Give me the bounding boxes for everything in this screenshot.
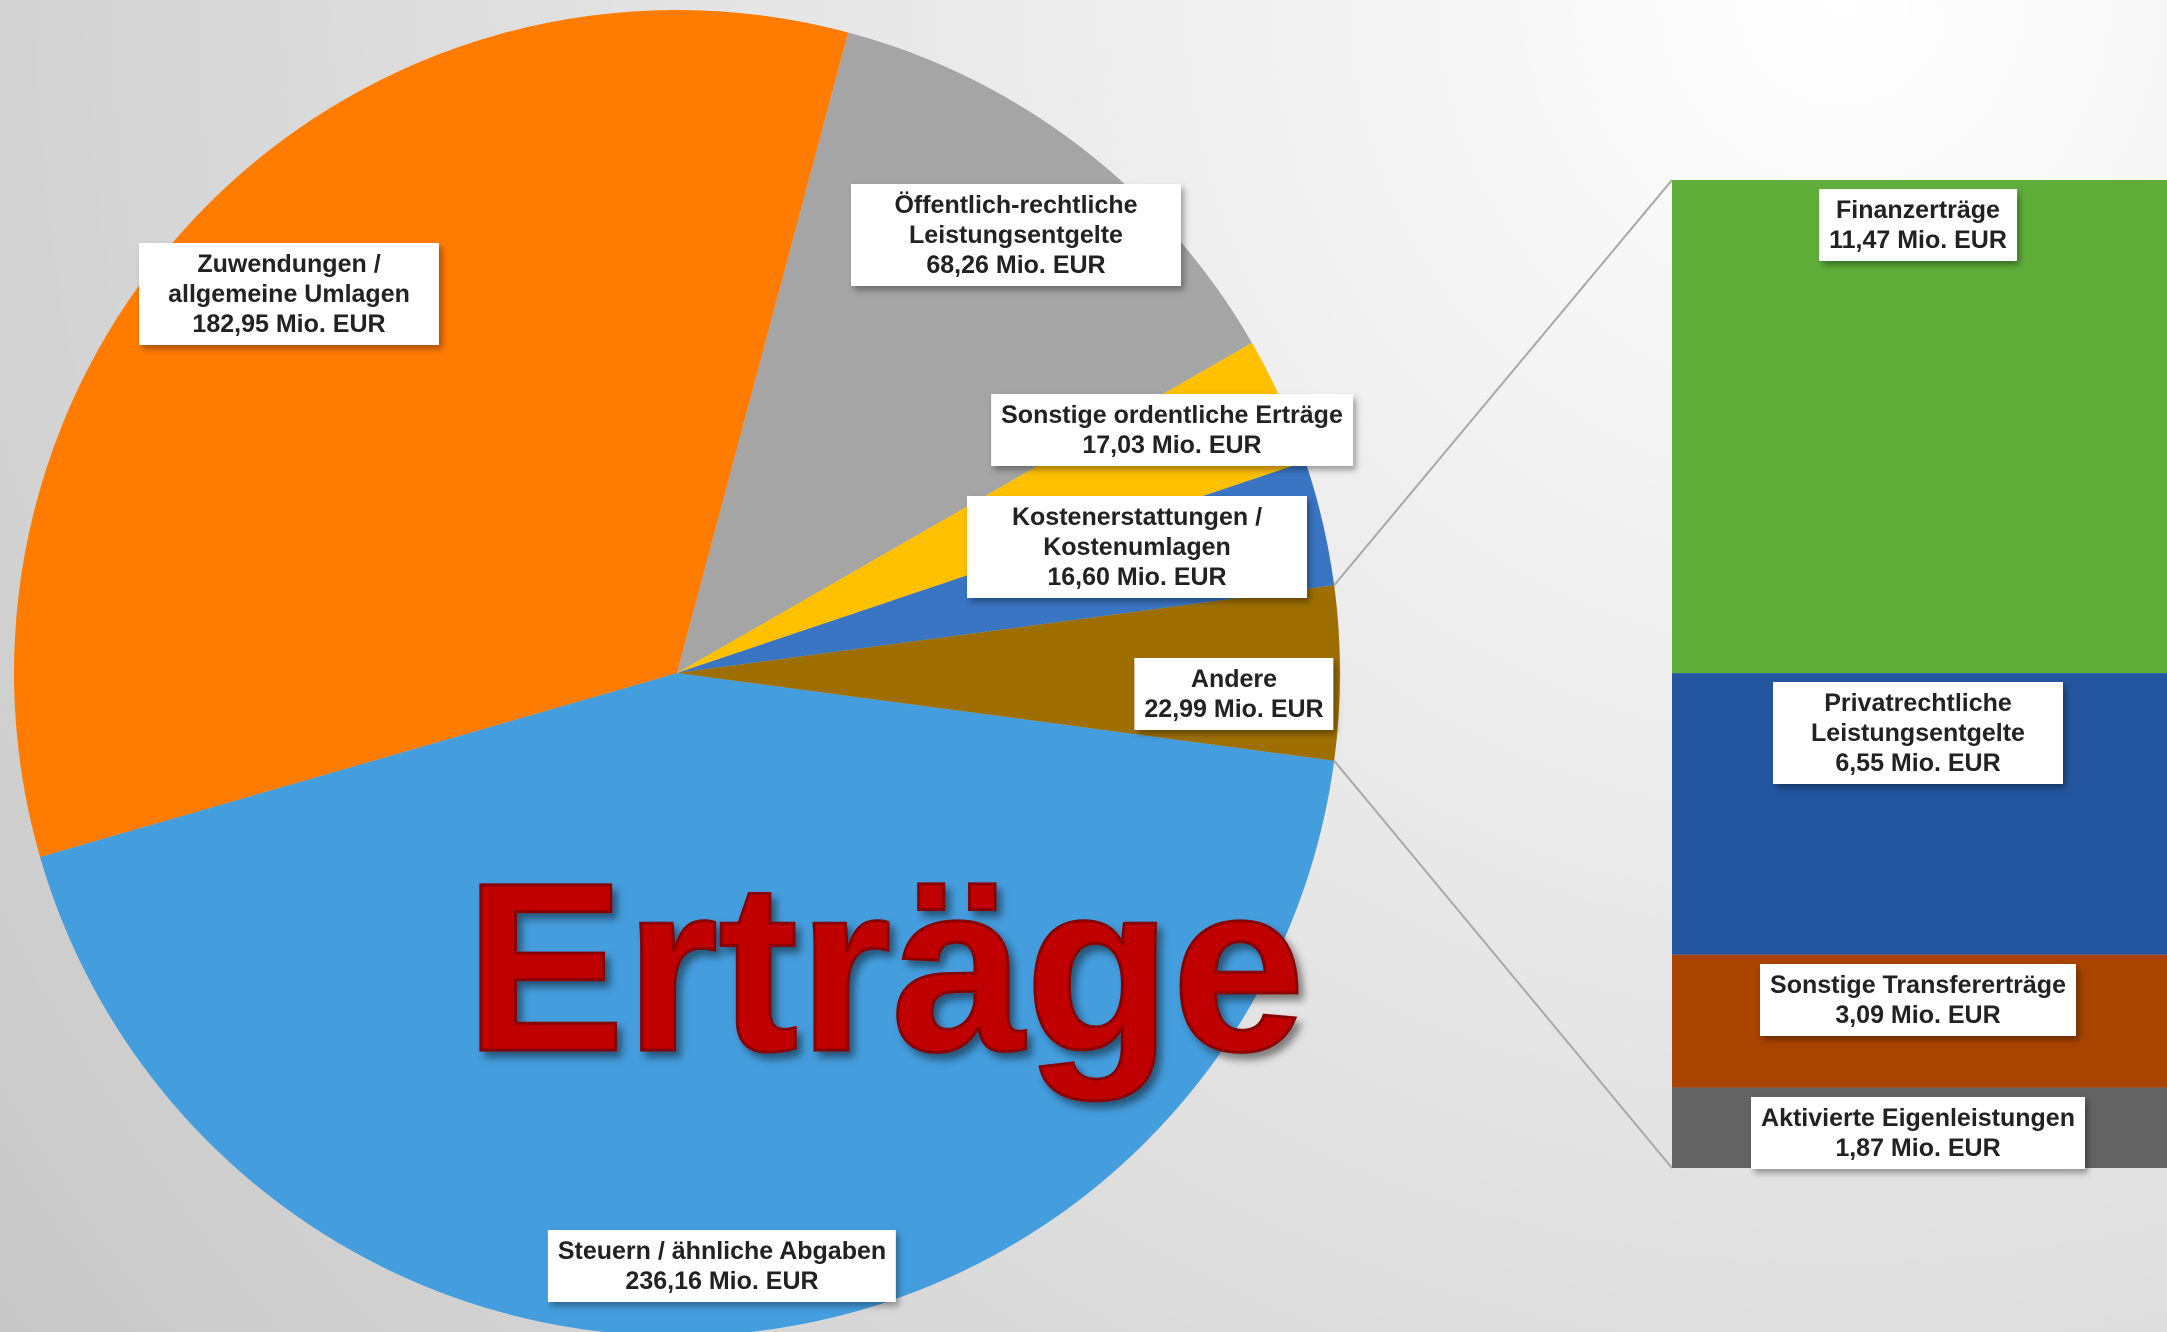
data-label: Zuwendungen / allgemeine Umlagen 182,95 M… [139,243,439,345]
data-label: Finanzerträge 11,47 Mio. EUR [1819,189,2017,261]
category-name: Steuern / ähnliche Abgaben [557,1237,887,1265]
value-label: 17,03 Mio. EUR [1082,431,1262,459]
category-name: Sonstige Transfererträge [1770,970,2066,999]
category-name: Öffentlich-rechtliche Leistungsentgelte [894,191,1138,249]
data-label: Andere 22,99 Mio. EUR [1134,658,1334,730]
category-name: Aktivierte Eigenleistungen [1761,1103,2075,1132]
connector [1333,760,1673,1169]
data-label: Öffentlich-rechtliche Leistungsentgelte 6… [851,184,1181,286]
value-label: 16,60 Mio. EUR [1047,563,1227,591]
value-label: 11,47 Mio. EUR [1829,226,2007,254]
category-name: Kostenerstattungen / Kostenumlagen [1011,503,1263,561]
value-label: 182,95 Mio. EUR [192,310,386,338]
data-label: Sonstige ordentliche Erträge 17,03 Mio. E… [991,394,1353,466]
value-label: 3,09 Mio. EUR [1835,1000,2001,1029]
pie-slice [14,9,849,857]
category-name: Sonstige ordentliche Erträge [1001,401,1343,429]
data-label: Steuern / ähnliche Abgaben 236,16 Mio. EU… [547,1230,897,1302]
category-name: Andere [1190,665,1278,693]
value-label: 22,99 Mio. EUR [1144,695,1324,723]
value-label: 6,55 Mio. EUR [1835,749,2001,778]
value-label: 1,87 Mio. EUR [1835,1133,2001,1162]
data-label: Aktivierte Eigenleistungen 1,87 Mio. EUR [1751,1096,2085,1169]
category-name: Finanzerträge [1836,196,2000,224]
connector [1333,179,1673,586]
category-name: Privatrechtliche Leistungsentgelte [1811,689,2025,748]
value-label: 236,16 Mio. EUR [625,1267,819,1295]
category-name: Zuwendungen / allgemeine Umlagen [168,250,410,308]
data-label: Privatrechtliche Leistungsentgelte 6,55 M… [1773,682,2063,785]
pie-slice [40,673,1335,1332]
data-label: Sonstige Transfererträge 3,09 Mio. EUR [1760,963,2076,1036]
bar-segment [1672,180,2167,674]
data-label: Kostenerstattungen / Kostenumlagen 16,60 … [967,496,1307,598]
value-label: 68,26 Mio. EUR [926,251,1106,279]
chart-title: Erträge [465,833,1305,1101]
